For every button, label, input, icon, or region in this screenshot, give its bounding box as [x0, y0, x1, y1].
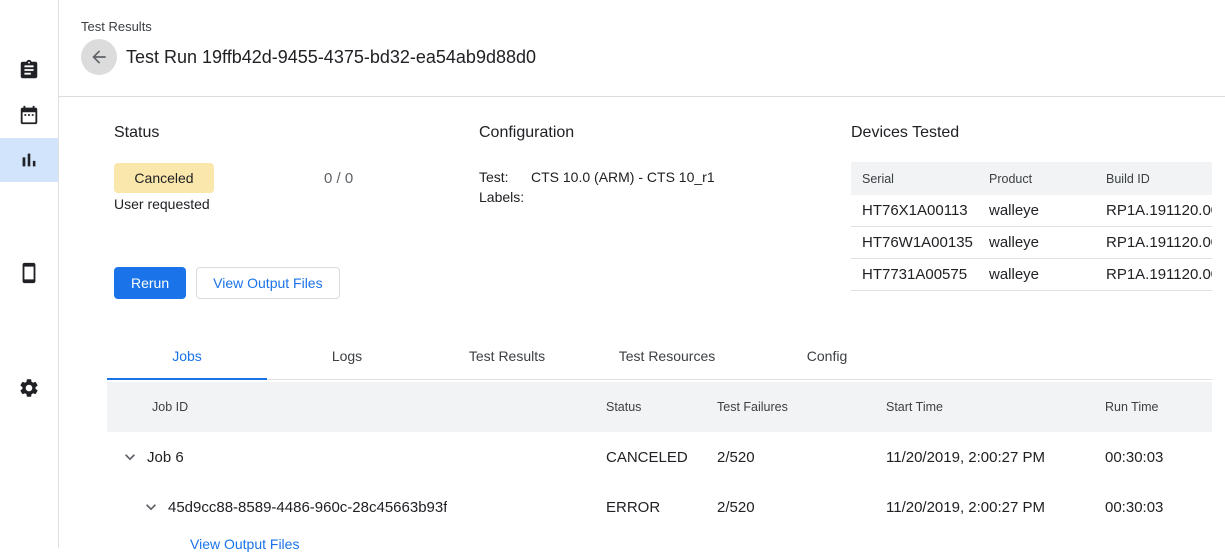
breadcrumb: Test Results	[81, 19, 152, 34]
configuration-heading: Configuration	[479, 124, 575, 141]
job-status: CANCELED	[606, 448, 688, 466]
job-test-failures: 2/520	[717, 448, 755, 466]
config-row-test: Test: CTS 10.0 (ARM) - CTS 10_r1	[479, 167, 851, 187]
attempt-test-failures: 2/520	[717, 498, 755, 516]
attempt-row[interactable]: 45d9cc88-8589-4486-960c-28c45663b93f ERR…	[107, 482, 1212, 532]
attempt-id: 45d9cc88-8589-4486-960c-28c45663b93f	[168, 498, 448, 516]
view-output-files-link[interactable]: View Output Files	[190, 536, 300, 552]
status-section: Status Canceled 0 / 0 User requested Rer…	[114, 124, 479, 299]
sidebar-item-settings[interactable]	[0, 366, 58, 410]
arrow-back-icon	[92, 50, 106, 64]
config-label: Labels:	[479, 189, 525, 205]
assignment-icon	[20, 59, 38, 79]
device-build-id: RP1A.191120.001	[1106, 202, 1212, 219]
device-serial: HT7731A00575	[862, 266, 968, 283]
tab-bar: Jobs Logs Test Results Test Resources Co…	[107, 332, 1212, 380]
device-serial: HT76X1A00113	[862, 202, 968, 219]
tab-config[interactable]: Config	[806, 347, 848, 364]
column-header-run-time: Run Time	[1105, 400, 1159, 414]
sidebar-item-test-results[interactable]	[0, 138, 58, 182]
configuration-section: Configuration Test: CTS 10.0 (ARM) - CTS…	[479, 124, 851, 299]
chevron-down-icon	[146, 504, 156, 511]
devices-table: Serial Product Build ID HT76X1A00113 wal…	[851, 162, 1212, 291]
column-header-test-failures: Test Failures	[717, 400, 788, 414]
column-header-product: Product	[989, 171, 1033, 186]
devices-table-header: Serial Product Build ID	[851, 162, 1212, 195]
jobs-table-header: Job ID Status Test Failures Start Time R…	[107, 382, 1212, 432]
device-row: HT76W1A00135 walleye RP1A.191120.001	[851, 227, 1212, 259]
device-product: walleye	[989, 266, 1040, 283]
column-header-status: Status	[606, 400, 642, 414]
header: Test Results Test Run 19ffb42d-9455-4375…	[59, 0, 1225, 97]
attempt-start-time: 11/20/2019, 2:00:27 PM	[886, 498, 1046, 516]
device-product: walleye	[989, 202, 1040, 219]
expand-toggle[interactable]	[120, 447, 140, 467]
sidebar-item-plans[interactable]	[0, 93, 58, 137]
calendar-icon	[20, 105, 38, 125]
device-build-id: RP1A.191120.001	[1106, 266, 1212, 283]
device-serial: HT76W1A00135	[862, 234, 973, 251]
job-id: Job 6	[147, 448, 184, 466]
config-row-labels: Labels:	[479, 187, 851, 207]
device-row: HT76X1A00113 walleye RP1A.191120.001	[851, 195, 1212, 227]
page-title: Test Run 19ffb42d-9455-4375-bd32-ea54ab9…	[126, 46, 537, 67]
job-row[interactable]: Job 6 CANCELED 2/520 11/20/2019, 2:00:27…	[107, 432, 1212, 482]
view-output-files-button[interactable]: View Output Files	[196, 267, 340, 299]
status-heading: Status	[114, 124, 160, 141]
smartphone-icon	[22, 262, 36, 284]
tab-jobs[interactable]: Jobs	[107, 332, 267, 380]
sidebar-item-test-plans[interactable]	[0, 48, 58, 92]
job-start-time: 11/20/2019, 2:00:27 PM	[886, 448, 1046, 466]
device-product: walleye	[989, 234, 1040, 251]
tab-test-resources[interactable]: Test Resources	[618, 347, 716, 364]
rerun-button[interactable]: Rerun	[114, 267, 187, 299]
tab-logs[interactable]: Logs	[331, 347, 363, 364]
chevron-down-icon	[125, 454, 135, 461]
progress-count: 0 / 0	[324, 169, 354, 187]
column-header-job-id: Job ID	[152, 400, 189, 414]
devices-tested-section: Devices Tested Serial Product Build ID H…	[851, 124, 1212, 299]
jobs-table: Job ID Status Test Failures Start Time R…	[107, 382, 1212, 554]
device-row: HT7731A00575 walleye RP1A.191120.001	[851, 259, 1212, 291]
column-header-build-id: Build ID	[1106, 171, 1150, 186]
expand-toggle[interactable]	[141, 497, 161, 517]
status-reason: User requested	[114, 196, 210, 212]
tab-test-results[interactable]: Test Results	[468, 347, 546, 364]
attempt-status: ERROR	[606, 498, 661, 516]
devices-tested-heading: Devices Tested	[851, 124, 960, 141]
attempt-run-time: 00:30:03	[1105, 498, 1164, 516]
sidebar-item-devices[interactable]	[0, 251, 58, 295]
status-badge: Canceled	[114, 163, 214, 193]
device-build-id: RP1A.191120.001	[1106, 234, 1212, 251]
gear-icon	[20, 379, 38, 397]
sidebar	[0, 0, 59, 548]
job-run-time: 00:30:03	[1105, 448, 1164, 466]
column-header-start-time: Start Time	[886, 400, 943, 414]
bar-chart-icon	[22, 153, 36, 167]
column-header-serial: Serial	[862, 171, 894, 186]
config-label: Test:	[479, 169, 509, 185]
config-value: CTS 10.0 (ARM) - CTS 10_r1	[531, 169, 715, 185]
back-button[interactable]	[81, 39, 117, 75]
